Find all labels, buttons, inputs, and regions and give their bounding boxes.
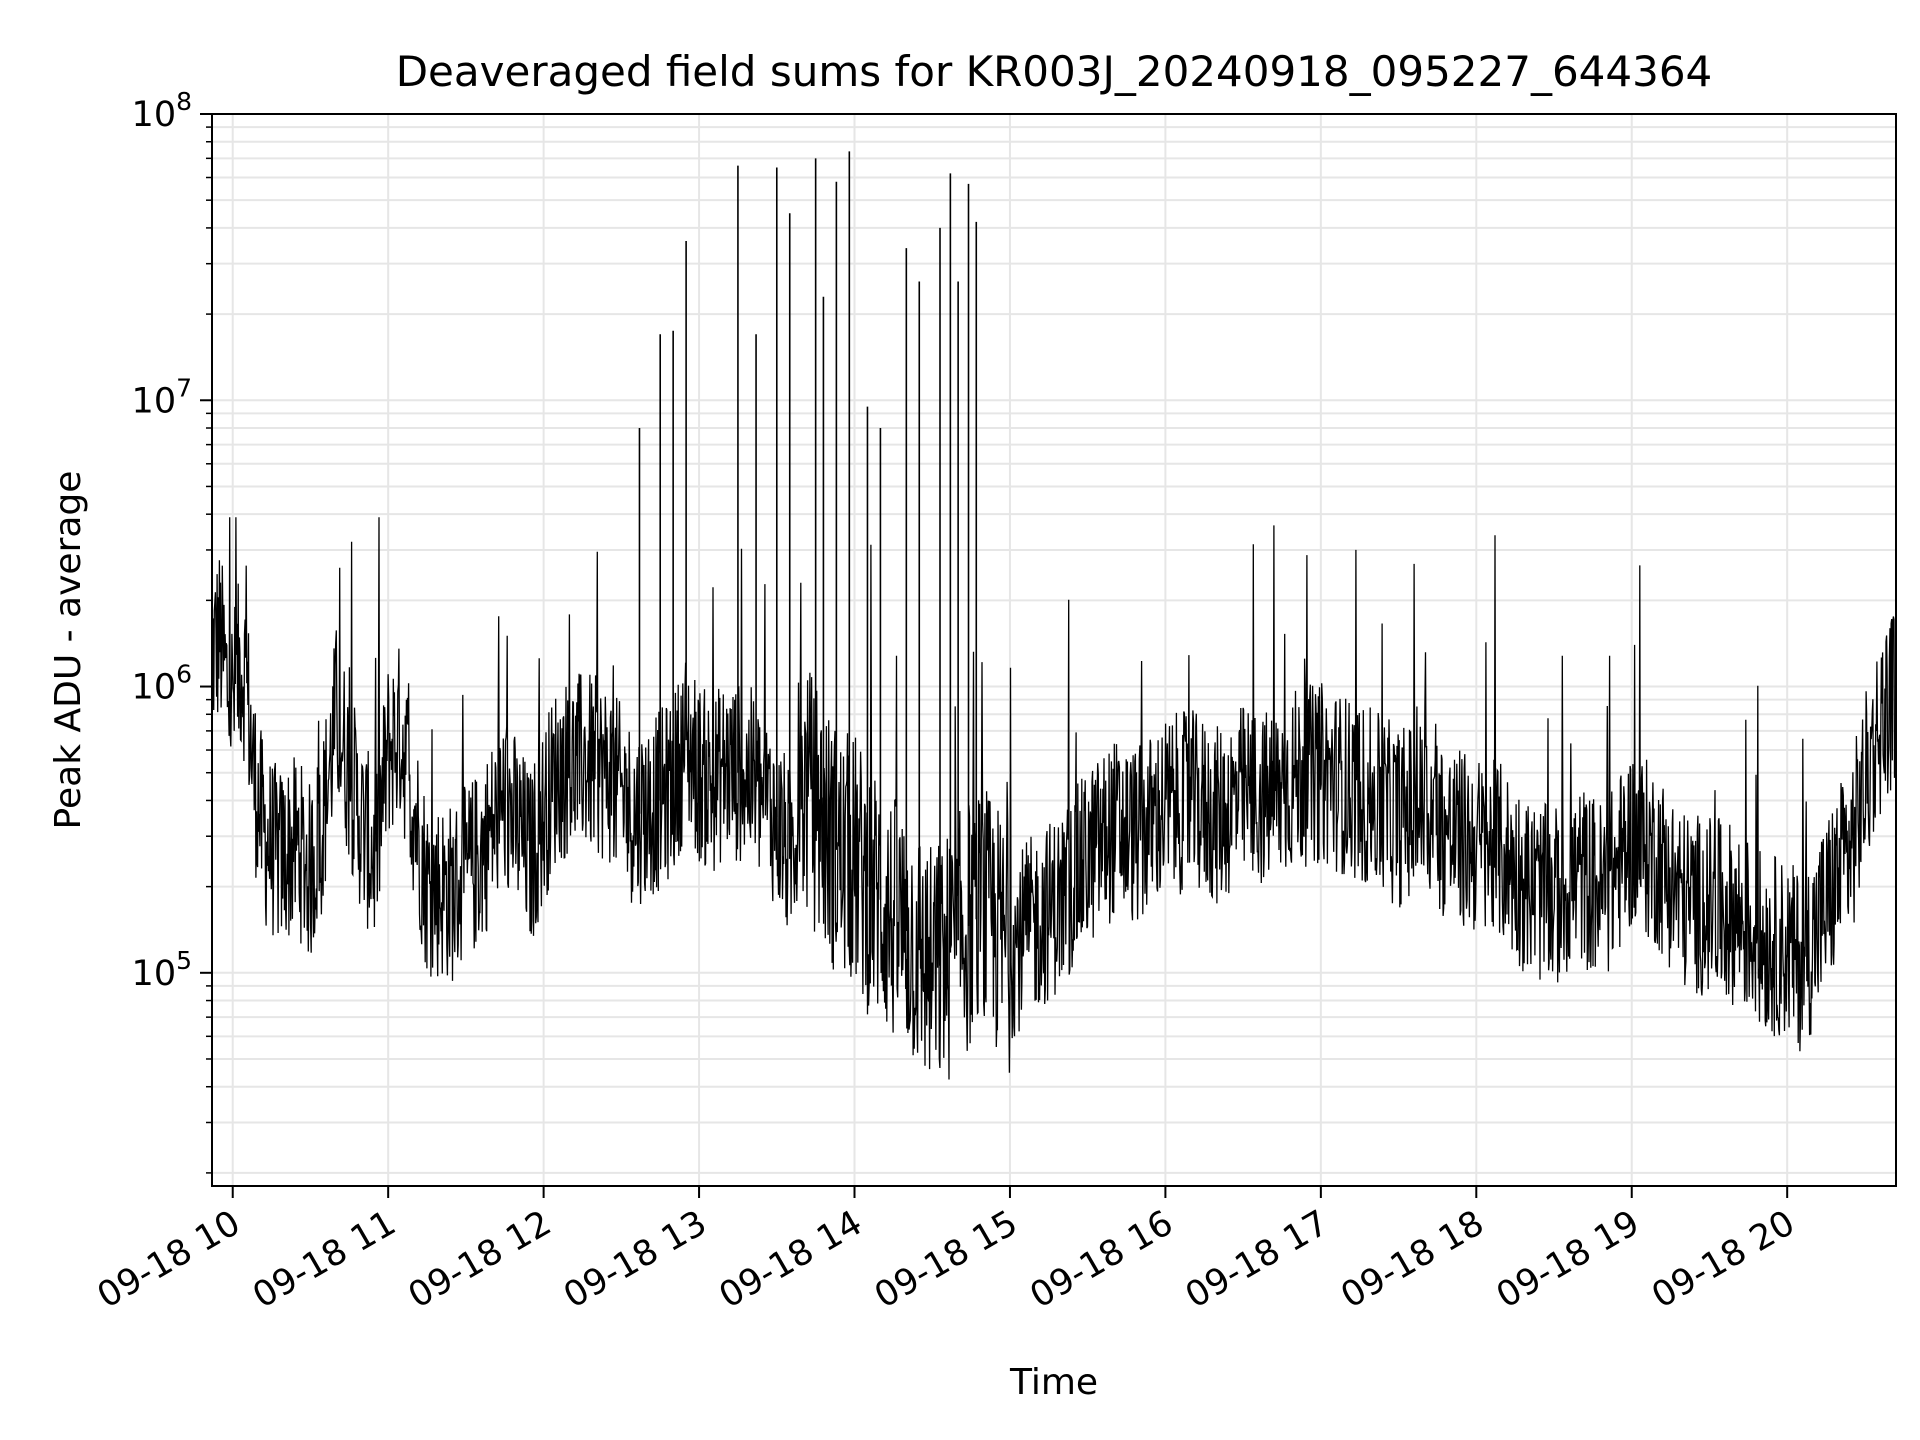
series-layer <box>211 151 1897 1080</box>
y-tick-label: 108 <box>132 87 192 135</box>
chart-title: Deaveraged field sums for KR003J_2024091… <box>396 47 1713 96</box>
y-axis-title: Peak ADU - average <box>48 471 89 830</box>
y-tick-label: 107 <box>132 373 192 421</box>
y-tick-label: 106 <box>132 660 192 708</box>
series-line <box>211 517 1897 1080</box>
plot-frame <box>211 113 1897 1187</box>
x-axis-title: Time <box>1009 1362 1098 1403</box>
y-tick-label: 105 <box>132 946 192 994</box>
